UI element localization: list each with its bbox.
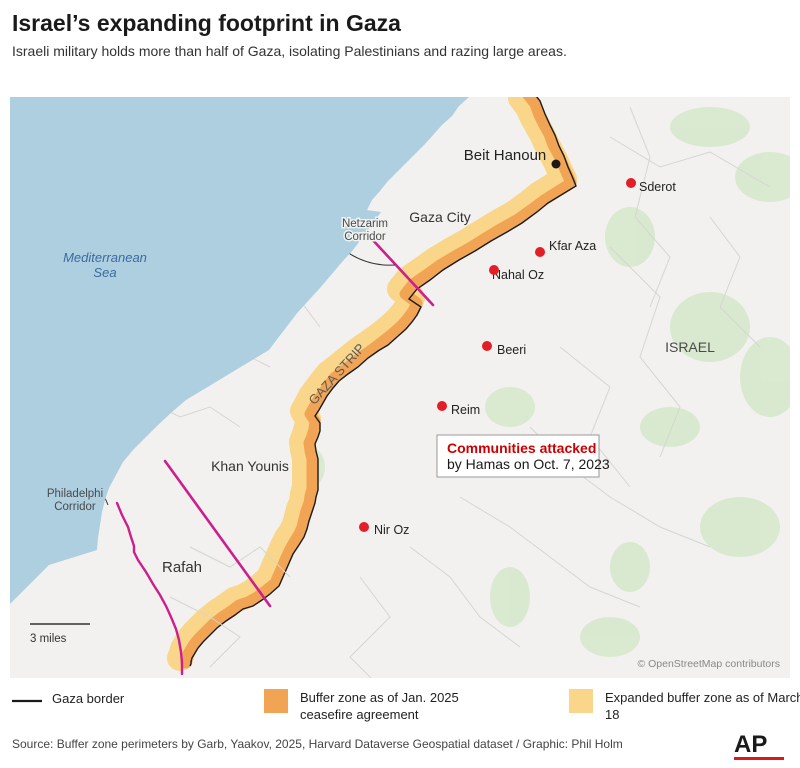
svg-text:by Hamas on Oct. 7, 2023: by Hamas on Oct. 7, 2023: [447, 456, 610, 472]
svg-text:Beeri: Beeri: [497, 343, 526, 357]
svg-text:Corridor: Corridor: [54, 501, 96, 513]
svg-text:Mediterranean: Mediterranean: [63, 250, 147, 265]
svg-text:© OpenStreetMap contributors: © OpenStreetMap contributors: [637, 658, 780, 670]
svg-text:Rafah: Rafah: [162, 559, 202, 576]
svg-text:Kfar Aza: Kfar Aza: [549, 239, 596, 253]
svg-text:Beit Hanoun: Beit Hanoun: [464, 147, 547, 164]
svg-text:Nir Oz: Nir Oz: [374, 523, 409, 537]
svg-text:Gaza City: Gaza City: [409, 209, 470, 225]
svg-text:Nahal Oz: Nahal Oz: [492, 268, 544, 282]
svg-text:Sea: Sea: [93, 265, 116, 280]
svg-text:Communities attacked: Communities attacked: [447, 440, 596, 456]
svg-text:Reim: Reim: [451, 403, 480, 417]
svg-text:AP: AP: [734, 731, 767, 758]
svg-text:3 miles: 3 miles: [30, 633, 67, 645]
svg-text:ISRAEL: ISRAEL: [665, 339, 715, 355]
svg-text:Sderot: Sderot: [639, 180, 676, 194]
svg-text:Khan Younis: Khan Younis: [211, 458, 289, 474]
svg-text:Netzarim: Netzarim: [342, 218, 388, 230]
svg-text:Corridor: Corridor: [344, 231, 386, 243]
svg-text:Philadelphi: Philadelphi: [47, 488, 103, 500]
